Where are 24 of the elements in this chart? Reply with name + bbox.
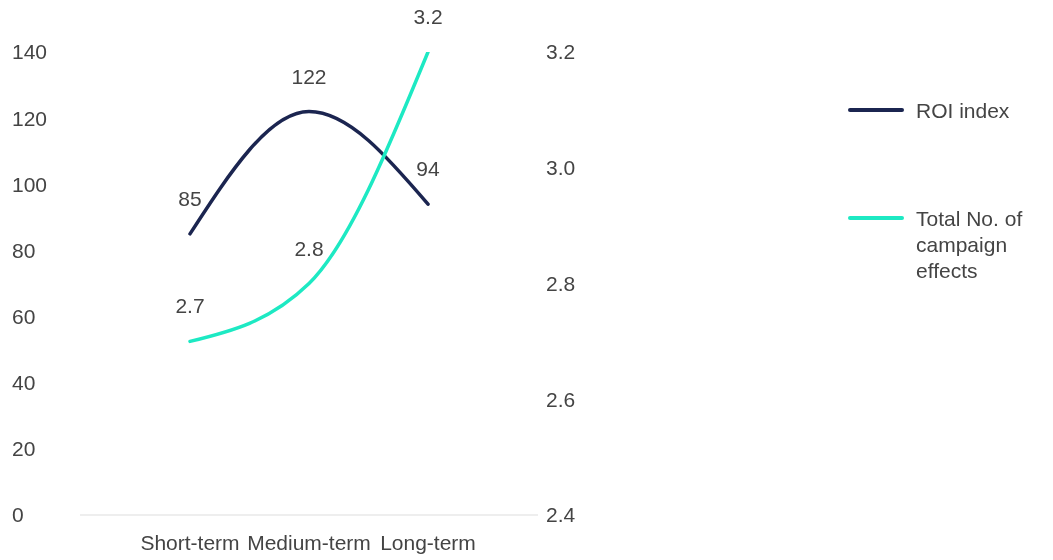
y2-tick-label: 2.6 xyxy=(546,387,576,411)
data-label: 85 xyxy=(178,186,202,210)
x-tick-label: Long-term xyxy=(380,530,476,554)
y-tick-label: 140 xyxy=(12,40,48,64)
y-tick-label: 60 xyxy=(12,305,36,329)
x-tick-label: Short-term xyxy=(140,530,240,554)
y-tick-label: 0 xyxy=(12,503,24,527)
y-tick-label: 100 xyxy=(12,172,48,196)
y2-tick-label: 3.2 xyxy=(546,40,576,64)
y2-tick-label: 3.0 xyxy=(546,156,576,180)
data-label: 2.8 xyxy=(294,236,324,260)
y2-tick-label: 2.4 xyxy=(546,503,576,527)
legend-label: ROI index xyxy=(916,98,1011,124)
x-tick-label: Medium-term xyxy=(247,530,371,554)
legend-label: Total No. of campaign effects xyxy=(916,206,1024,284)
data-label: 122 xyxy=(291,64,327,88)
y-tick-label: 20 xyxy=(12,437,36,461)
y-tick-label: 40 xyxy=(12,371,36,395)
y-tick-label: 120 xyxy=(12,106,48,130)
data-label: 2.7 xyxy=(175,294,205,318)
y-tick-label: 80 xyxy=(12,238,36,262)
data-label: 94 xyxy=(416,157,440,181)
data-label: 3.2 xyxy=(413,5,443,28)
y2-tick-label: 2.8 xyxy=(546,271,576,295)
